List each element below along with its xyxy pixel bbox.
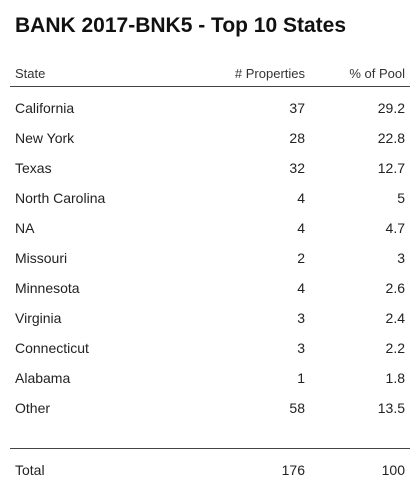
- state-cell: Alabama: [15, 370, 71, 386]
- total-properties: 176: [281, 462, 305, 478]
- table-header: State # Properties % of Pool: [10, 62, 410, 87]
- states-table: State # Properties % of Pool California …: [10, 62, 410, 485]
- table-row: New York 28 22.8: [10, 123, 410, 153]
- state-cell: Minnesota: [15, 280, 80, 296]
- pool-cell: 2.4: [385, 310, 405, 326]
- properties-cell: 3: [297, 310, 305, 326]
- properties-cell: 3: [297, 340, 305, 356]
- state-cell: Missouri: [15, 250, 68, 266]
- table-row: Texas 32 12.7: [10, 153, 410, 183]
- pool-cell: 1.8: [385, 370, 405, 386]
- state-cell: NA: [15, 220, 35, 236]
- properties-cell: 4: [297, 280, 305, 296]
- column-header-pool: % of Pool: [349, 66, 405, 81]
- pool-cell: 29.2: [377, 100, 405, 116]
- table-row: Missouri 2 3: [10, 243, 410, 273]
- total-divider: [10, 423, 410, 449]
- table-body: California 37 29.2 New York 28 22.8 Texa…: [10, 87, 410, 423]
- table-row: California 37 29.2: [10, 93, 410, 123]
- pool-cell: 12.7: [377, 160, 405, 176]
- table-row: Virginia 3 2.4: [10, 303, 410, 333]
- table-row: Minnesota 4 2.6: [10, 273, 410, 303]
- table-row: Alabama 1 1.8: [10, 363, 410, 393]
- table-row: North Carolina 4 5: [10, 183, 410, 213]
- total-pool: 100: [381, 462, 405, 478]
- pool-cell: 13.5: [377, 400, 405, 416]
- properties-cell: 37: [289, 100, 305, 116]
- pool-cell: 2.6: [385, 280, 405, 296]
- state-cell: New York: [15, 130, 75, 146]
- state-cell: Texas: [15, 160, 52, 176]
- properties-cell: 4: [297, 190, 305, 206]
- column-header-state: State: [15, 66, 46, 81]
- pool-cell: 3: [397, 250, 405, 266]
- state-cell: Connecticut: [15, 340, 89, 356]
- pool-cell: 4.7: [385, 220, 405, 236]
- properties-cell: 1: [297, 370, 305, 386]
- table-row: Connecticut 3 2.2: [10, 333, 410, 363]
- total-label: Total: [15, 462, 45, 478]
- column-header-properties: # Properties: [234, 66, 305, 81]
- properties-cell: 2: [297, 250, 305, 266]
- table-row: NA 4 4.7: [10, 213, 410, 243]
- pool-cell: 2.2: [385, 340, 405, 356]
- page-title: BANK 2017-BNK5 - Top 10 States: [15, 14, 347, 37]
- pool-cell: 5: [397, 190, 405, 206]
- state-cell: California: [15, 100, 75, 116]
- state-cell: Other: [15, 400, 51, 416]
- state-cell: Virginia: [15, 310, 62, 326]
- table-row: Other 58 13.5: [10, 393, 410, 423]
- properties-cell: 28: [289, 130, 305, 146]
- properties-cell: 32: [289, 160, 305, 176]
- properties-cell: 4: [297, 220, 305, 236]
- properties-cell: 58: [289, 400, 305, 416]
- total-row: Total 176 100: [10, 455, 410, 485]
- pool-cell: 22.8: [377, 130, 405, 146]
- state-cell: North Carolina: [15, 190, 106, 206]
